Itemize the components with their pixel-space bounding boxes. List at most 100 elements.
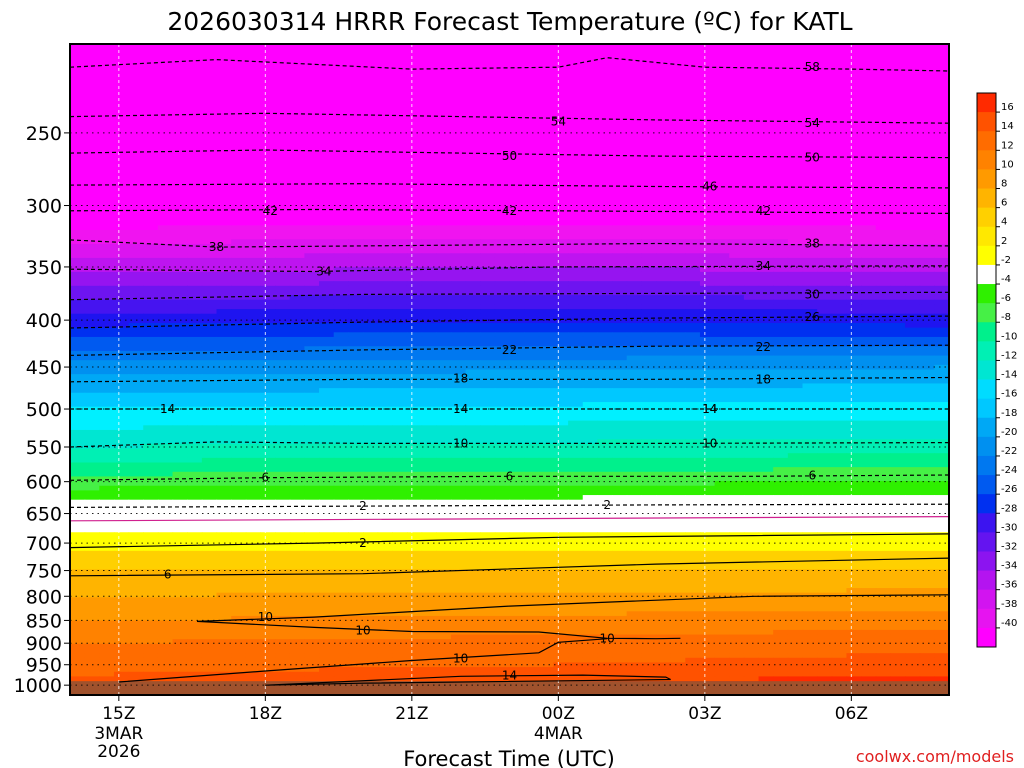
field-cell [582, 48, 598, 54]
field-cell [187, 364, 203, 371]
field-cell [509, 332, 525, 338]
field-cell [494, 253, 511, 259]
field-cell [304, 243, 320, 250]
field-cell [641, 85, 657, 92]
field-cell [787, 341, 804, 347]
field-cell [670, 220, 686, 226]
field-cell [392, 132, 408, 138]
field-cell [143, 123, 159, 129]
field-cell [260, 90, 276, 96]
field-cell [553, 48, 569, 54]
field-cell [626, 164, 642, 171]
field-cell [641, 118, 657, 124]
field-cell [582, 285, 598, 292]
field-cell [787, 211, 804, 217]
field-cell [465, 402, 481, 408]
field-cell [70, 350, 86, 357]
field-cell [699, 327, 716, 333]
field-cell [84, 369, 100, 375]
field-cell [905, 271, 921, 278]
field-cell [319, 267, 335, 273]
field-cell [656, 304, 672, 310]
field-cell [480, 178, 496, 185]
field-cell [348, 160, 364, 166]
field-cell [289, 276, 305, 282]
field-cell [99, 350, 115, 357]
field-cell [377, 141, 393, 147]
field-cell [626, 160, 642, 166]
field-cell [406, 402, 423, 408]
field-cell [275, 257, 291, 264]
field-cell [113, 53, 130, 59]
field-cell [245, 95, 262, 101]
field-cell [99, 243, 115, 250]
field-cell [421, 336, 437, 343]
field-cell [905, 127, 921, 133]
field-cell [612, 281, 628, 287]
field-cell [392, 285, 408, 292]
field-cell [509, 411, 525, 417]
field-cell [392, 150, 408, 157]
field-cell [831, 44, 848, 50]
field-cell [304, 383, 320, 389]
field-cell [304, 132, 320, 138]
field-cell [436, 155, 452, 161]
field-cell [304, 253, 320, 259]
field-cell [113, 271, 130, 278]
field-cell [714, 150, 730, 157]
field-cell [831, 188, 848, 194]
field-cell [113, 76, 130, 82]
field-cell [773, 411, 789, 417]
field-cell [582, 137, 598, 143]
field-cell [450, 420, 467, 426]
field-cell [685, 85, 701, 92]
field-cell [480, 206, 496, 212]
field-cell [275, 76, 291, 82]
field-cell [553, 178, 569, 185]
field-cell [538, 197, 555, 203]
field-cell [231, 150, 247, 157]
field-cell [699, 383, 716, 389]
field-cell [934, 420, 949, 426]
field-cell [172, 44, 188, 50]
field-cell [685, 67, 701, 73]
field-cell [245, 90, 262, 96]
field-cell [377, 234, 393, 240]
field-cell [275, 211, 291, 217]
field-cell [231, 239, 247, 245]
field-cell [861, 76, 877, 82]
field-cell [553, 202, 569, 208]
field-cell [846, 146, 862, 152]
field-cell [524, 178, 540, 185]
field-cell [817, 323, 833, 329]
field-cell [70, 402, 86, 408]
field-cell [670, 81, 686, 87]
field-cell [275, 202, 291, 208]
field-cell [685, 164, 701, 171]
field-cell [787, 225, 804, 231]
field-cell [919, 336, 935, 343]
field-cell [597, 109, 613, 115]
field-cell [289, 369, 305, 375]
field-cell [216, 197, 232, 203]
field-cell [421, 164, 437, 171]
field-cell [714, 420, 730, 426]
field-cell [890, 141, 906, 147]
field-cell [875, 425, 891, 431]
field-cell [245, 267, 262, 273]
field-cell [773, 281, 789, 287]
field-cell [494, 53, 511, 59]
field-cell [787, 411, 804, 417]
field-cell [113, 402, 130, 408]
field-cell [890, 183, 906, 189]
field-cell [553, 220, 569, 226]
field-cell [128, 99, 144, 106]
field-cell [538, 299, 555, 305]
field-cell [626, 53, 642, 59]
field-cell [377, 364, 393, 371]
field-cell [319, 99, 335, 106]
field-cell [524, 239, 540, 245]
field-cell [846, 360, 862, 366]
field-cell [465, 267, 481, 273]
field-cell [319, 234, 335, 240]
